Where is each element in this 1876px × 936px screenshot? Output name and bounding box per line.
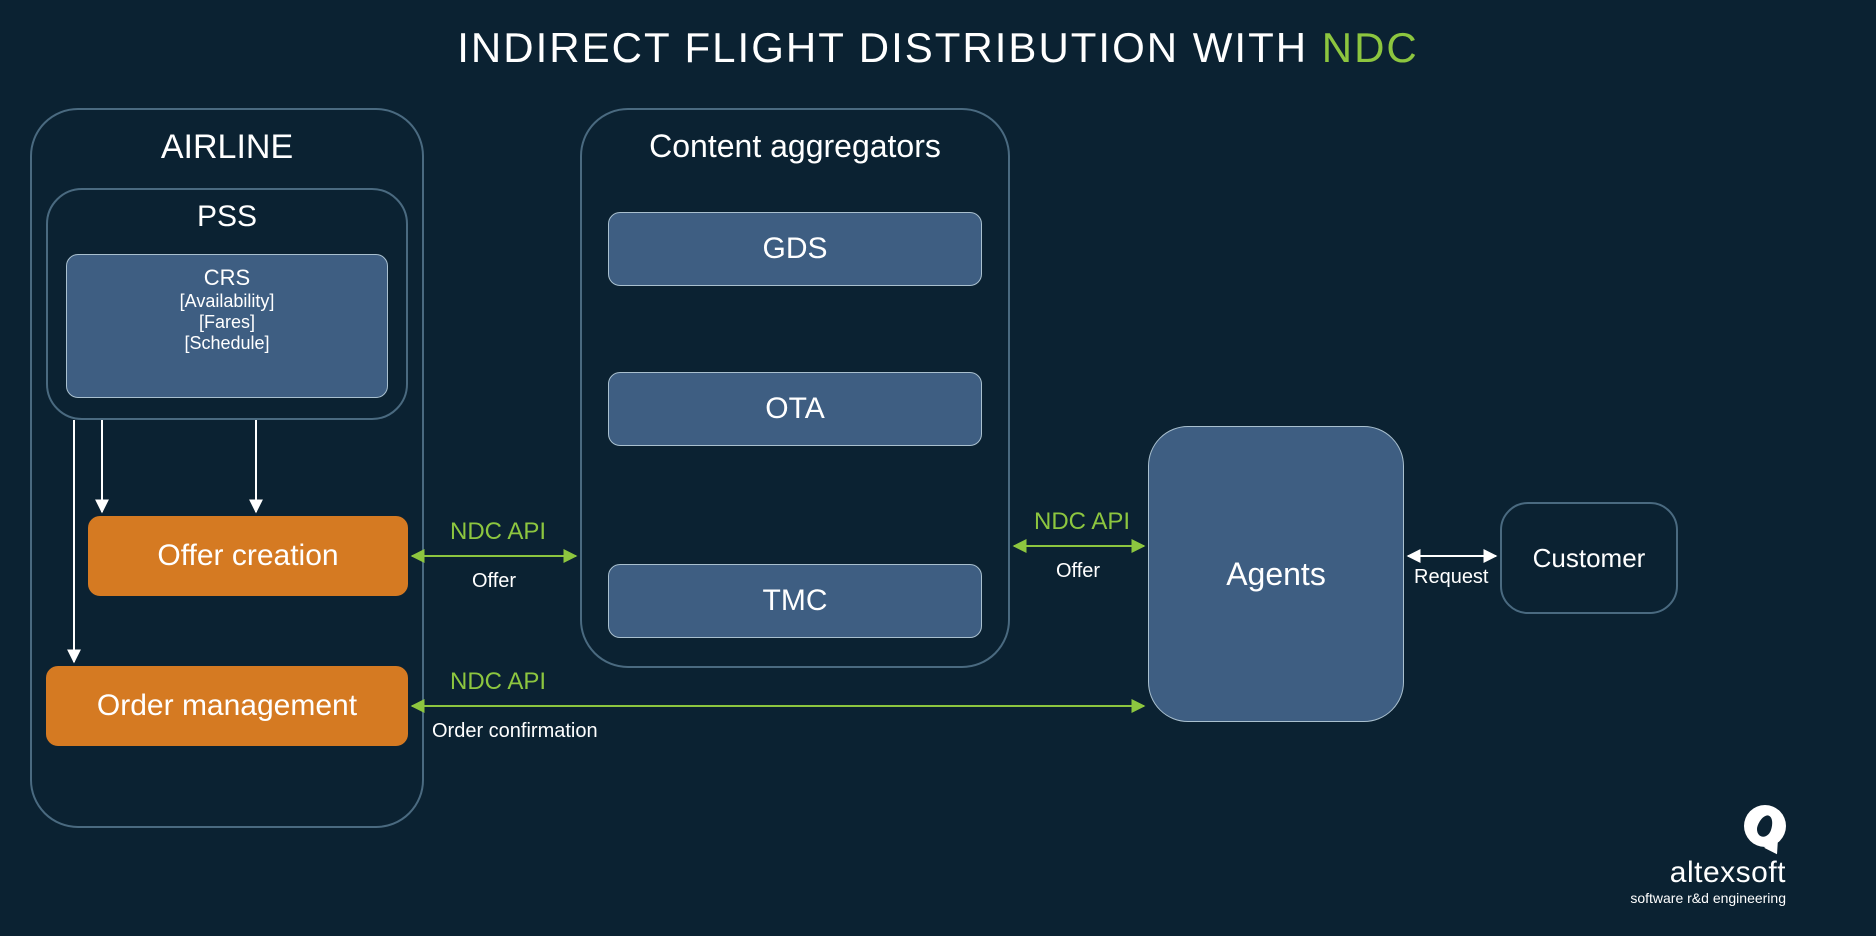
aggregator-item-2-label: TMC (763, 584, 828, 618)
customer-box: Customer (1500, 502, 1678, 614)
airline-label: AIRLINE (30, 128, 424, 167)
aggregator-gds-box: GDS (608, 212, 982, 286)
aggregators-label: Content aggregators (580, 128, 1010, 165)
edge-order-agents-confirm-label: Order confirmation (432, 720, 598, 743)
aggregator-ota-box: OTA (608, 372, 982, 446)
crs-line-2: [Schedule] (67, 333, 387, 354)
edge-agents-customer-request-label: Request (1414, 566, 1489, 589)
order-label: Order management (97, 689, 357, 723)
edge-agg-agents-offer-label: Offer (1056, 560, 1100, 583)
title-accent: NDC (1322, 24, 1419, 71)
crs-title: CRS (67, 265, 387, 291)
aggregator-item-0-label: GDS (762, 232, 827, 266)
diagram-title: INDIRECT FLIGHT DISTRIBUTION WITH NDC (0, 24, 1876, 72)
order-management-box: Order management (46, 666, 408, 746)
pss-label: PSS (46, 200, 408, 234)
edge-order-agents-api-label: NDC API (450, 668, 546, 696)
customer-label: Customer (1533, 543, 1646, 574)
agents-box: Agents (1148, 426, 1404, 722)
edge-offer-agg-offer-label: Offer (472, 570, 516, 593)
edge-offer-agg-api-label: NDC API (450, 518, 546, 546)
offer-creation-box: Offer creation (88, 516, 408, 596)
crs-box: CRS [Availability] [Fares] [Schedule] (66, 254, 388, 398)
aggregator-tmc-box: TMC (608, 564, 982, 638)
crs-line-0: [Availability] (67, 291, 387, 312)
altexsoft-logo: altexsoft software r&d engineering (1630, 805, 1786, 906)
logo-tag: software r&d engineering (1630, 890, 1786, 906)
crs-line-1: [Fares] (67, 312, 387, 333)
agents-label: Agents (1226, 556, 1326, 593)
offer-label: Offer creation (157, 539, 338, 573)
title-prefix: INDIRECT FLIGHT DISTRIBUTION WITH (457, 24, 1321, 71)
aggregator-item-1-label: OTA (765, 392, 824, 426)
logo-name: altexsoft (1630, 856, 1786, 890)
altexsoft-logo-icon (1744, 805, 1786, 847)
edge-agg-agents-api-label: NDC API (1034, 508, 1130, 536)
